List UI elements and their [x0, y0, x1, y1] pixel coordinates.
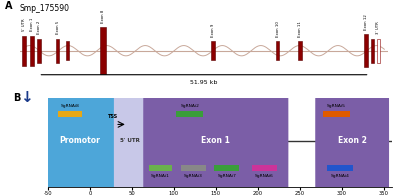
Text: SgRNAi3: SgRNAi3	[184, 174, 202, 178]
Text: SgRNAi2: SgRNAi2	[180, 104, 199, 108]
Text: Exon 11: Exon 11	[298, 21, 302, 37]
FancyBboxPatch shape	[56, 39, 59, 63]
Text: A: A	[5, 1, 13, 11]
Text: 51.95 kb: 51.95 kb	[190, 80, 218, 85]
Text: TSS: TSS	[108, 114, 118, 119]
FancyBboxPatch shape	[22, 36, 26, 66]
FancyBboxPatch shape	[180, 165, 206, 171]
Text: ↓: ↓	[20, 90, 33, 105]
Text: Exon 12: Exon 12	[364, 14, 368, 30]
FancyBboxPatch shape	[276, 41, 280, 60]
FancyBboxPatch shape	[42, 0, 116, 195]
FancyBboxPatch shape	[364, 34, 368, 67]
FancyBboxPatch shape	[211, 41, 215, 60]
Text: SgRNAi6: SgRNAi6	[255, 174, 274, 178]
Text: 5' UTR: 5' UTR	[22, 19, 26, 31]
Text: 5' UTR: 5' UTR	[120, 138, 140, 143]
Text: Exon 5: Exon 5	[56, 21, 60, 34]
FancyBboxPatch shape	[214, 165, 239, 171]
FancyBboxPatch shape	[298, 41, 302, 60]
FancyBboxPatch shape	[143, 0, 288, 195]
Text: 3' UTR: 3' UTR	[376, 22, 380, 34]
FancyBboxPatch shape	[376, 39, 380, 63]
Text: B: B	[14, 93, 21, 103]
Text: SgRNAi5: SgRNAi5	[327, 104, 346, 108]
FancyBboxPatch shape	[37, 39, 41, 63]
Text: Exon 8: Exon 8	[101, 9, 105, 23]
Text: Exon 1: Exon 1	[201, 136, 230, 145]
Text: Exon 9: Exon 9	[211, 24, 215, 37]
Text: Exon 2: Exon 2	[338, 136, 366, 145]
FancyBboxPatch shape	[327, 165, 352, 171]
FancyBboxPatch shape	[66, 41, 69, 60]
Text: Exon 2: Exon 2	[37, 21, 41, 34]
FancyBboxPatch shape	[176, 111, 203, 117]
FancyBboxPatch shape	[149, 165, 172, 171]
Text: SgRNAi7: SgRNAi7	[217, 174, 236, 178]
Text: Promotor: Promotor	[59, 136, 100, 145]
FancyBboxPatch shape	[100, 27, 106, 74]
Text: SgRNAi4: SgRNAi4	[330, 174, 350, 178]
FancyBboxPatch shape	[30, 36, 34, 66]
FancyBboxPatch shape	[114, 0, 146, 195]
FancyBboxPatch shape	[252, 165, 277, 171]
FancyBboxPatch shape	[315, 0, 389, 195]
Text: Exon 1: Exon 1	[30, 18, 34, 31]
FancyBboxPatch shape	[58, 111, 82, 117]
Text: SgRNAi8: SgRNAi8	[60, 104, 79, 108]
FancyBboxPatch shape	[371, 39, 374, 63]
FancyBboxPatch shape	[323, 111, 350, 117]
Text: Smp_175590: Smp_175590	[20, 4, 70, 12]
Text: Exon 10: Exon 10	[276, 21, 280, 37]
Text: SgRNAi1: SgRNAi1	[151, 174, 170, 178]
